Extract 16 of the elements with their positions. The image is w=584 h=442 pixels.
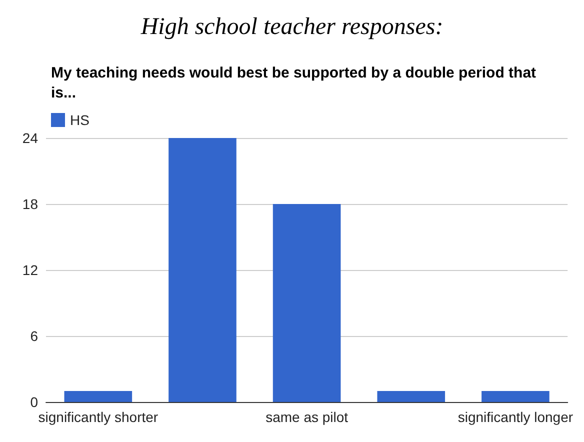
y-tick-label: 18 [22,196,38,212]
chart-subtitle: My teaching needs would best be supported by a double period that is... [51,64,540,102]
x-tick-label: significantly longer [458,409,574,425]
bar [272,204,341,402]
bar [482,391,550,402]
chart-title: High school teacher responses: [140,14,444,40]
x-tick-label: significantly shorter [38,409,158,425]
y-tick-label: 0 [30,394,38,410]
y-tick-label: 12 [22,262,38,278]
y-tick-label: 6 [30,328,38,344]
legend-label: HS [70,112,90,128]
y-tick-label: 24 [22,130,38,146]
bar [64,391,132,402]
bar [168,138,236,402]
x-tick-label: same as pilot [266,409,348,425]
bar [377,391,446,402]
